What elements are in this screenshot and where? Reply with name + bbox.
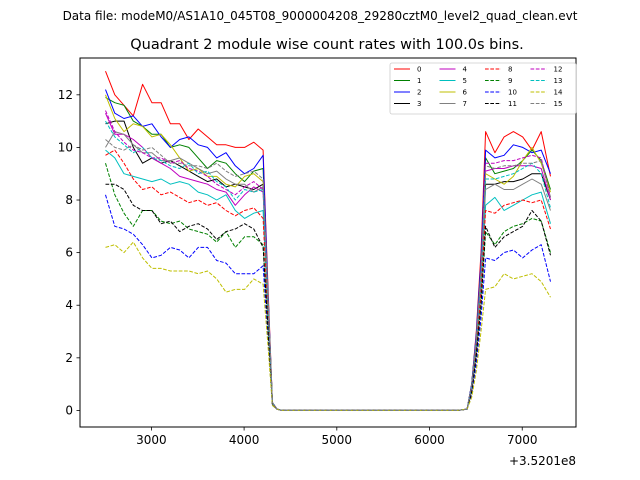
legend-label-13: 13 [554,77,563,85]
plot-frame [79,57,577,428]
data-file-note: Data file: modeM0/AS1A10_045T08_90000042… [63,9,578,23]
x-tick-label: 7000 [507,433,538,447]
x-tick-label: 6000 [414,433,445,447]
plot-area [105,71,551,411]
x-offset-label: +3.5201e8 [509,454,576,468]
legend-label-15: 15 [554,100,563,108]
legend-label-9: 9 [508,77,512,85]
legend-label-0: 0 [417,66,421,74]
series-line-14 [105,241,551,411]
y-tick-label: 10 [58,140,73,154]
legend-label-3: 3 [417,100,421,108]
series-line-15 [105,139,551,411]
legend-label-14: 14 [554,89,563,97]
legend-label-4: 4 [463,66,468,74]
legend-label-2: 2 [417,89,421,97]
y-tick-label: 0 [65,403,73,417]
legend-label-5: 5 [463,77,467,85]
chart-title: Quadrant 2 module wise count rates with … [130,37,524,53]
legend-label-1: 1 [417,77,421,85]
y-tick-label: 4 [65,298,73,312]
y-tick-label: 8 [65,193,73,207]
series-line-10 [105,194,551,411]
legend-label-12: 12 [554,66,563,74]
y-tick-label: 6 [65,246,73,260]
legend-label-10: 10 [508,89,517,97]
legend-label-6: 6 [463,89,468,97]
x-tick-label: 4000 [229,433,260,447]
legend-box [389,62,577,115]
y-tick-label: 12 [58,88,73,102]
legend-label-8: 8 [508,66,512,74]
y-tick-label: 2 [65,351,73,365]
legend-label-7: 7 [463,100,467,108]
x-tick-label: 3000 [136,433,167,447]
x-tick-label: 5000 [322,433,353,447]
legend-label-11: 11 [508,100,517,108]
